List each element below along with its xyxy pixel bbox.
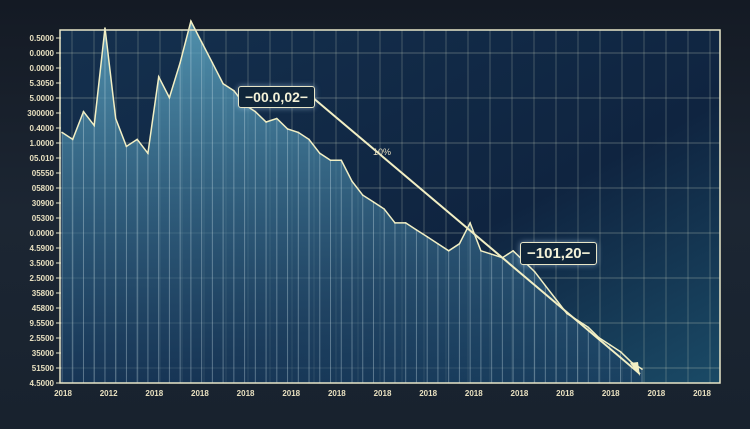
y-tick-label: 30900 — [32, 199, 55, 208]
data-point — [61, 131, 63, 134]
y-tick-label: 0.0000 — [30, 64, 55, 73]
data-point — [437, 243, 439, 245]
x-axis: 2018 2012 2018 2018 2018 2018 2018 2018 2018 2018… — [54, 389, 711, 398]
data-point — [361, 194, 364, 196]
y-tick-label: 5.0000 — [30, 94, 55, 103]
data-point — [533, 270, 536, 273]
y-tick-label: 05300 — [32, 214, 55, 223]
data-point — [104, 27, 106, 29]
data-point — [265, 121, 267, 123]
data-point — [469, 222, 471, 224]
y-tick-label: 2.5000 — [30, 274, 55, 283]
data-point — [276, 117, 278, 120]
y-tick-label: 45800 — [32, 304, 55, 313]
x-tick-label: 2018 — [465, 389, 483, 398]
data-point — [114, 117, 117, 120]
y-tick-label: 4.5900 — [30, 244, 55, 253]
data-point — [136, 138, 138, 141]
data-point — [458, 243, 461, 245]
y-tick-label: 05800 — [32, 184, 55, 193]
series-area — [61, 19, 643, 383]
data-point — [394, 222, 396, 224]
data-point — [447, 249, 450, 252]
data-point — [297, 131, 300, 134]
data-point — [404, 222, 407, 224]
data-point — [190, 20, 192, 22]
x-tick-label: 2018 — [328, 389, 346, 398]
data-point — [340, 159, 343, 162]
data-point — [383, 208, 386, 210]
y-tick-label: 2.5500 — [30, 334, 55, 343]
x-tick-label: 2018 — [145, 389, 163, 398]
data-point — [200, 41, 203, 43]
data-point — [426, 236, 428, 238]
data-point — [329, 159, 332, 162]
y-tick-label: 9.5500 — [30, 319, 55, 328]
x-tick-label: 2018 — [191, 389, 209, 398]
x-tick-label: 2018 — [419, 389, 437, 398]
data-point — [179, 62, 181, 64]
y-tick-label: 4.5000 — [30, 379, 55, 388]
data-point — [157, 75, 160, 78]
data-point — [82, 110, 85, 113]
x-tick-label: 2018 — [556, 389, 574, 398]
data-point — [630, 361, 633, 363]
data-point — [608, 343, 611, 346]
y-tick-label: 05.010 — [30, 154, 55, 163]
data-point — [555, 298, 557, 301]
trend-arrow — [311, 96, 641, 375]
data-point — [308, 138, 310, 141]
y-tick-label: 0.5000 — [30, 34, 55, 43]
y-tick-label: 300000 — [27, 109, 54, 118]
data-point — [480, 249, 482, 252]
data-point — [93, 124, 96, 127]
x-tick-label: 2018 — [602, 389, 620, 398]
data-point — [544, 284, 547, 287]
y-tick-label: 0.4000 — [30, 124, 55, 133]
y-tick-label: 5.3050 — [30, 79, 55, 88]
data-point — [211, 62, 214, 64]
data-point — [222, 82, 224, 85]
y-axis: 0.5000 0.0000 0.0000 5.3050 5.0000 300000 0.40… — [27, 34, 61, 388]
data-point — [318, 152, 321, 155]
x-tick-label: 2018 — [54, 389, 72, 398]
data-point — [490, 253, 493, 256]
y-tick-label: 3.5000 — [30, 259, 55, 268]
x-tick-label: 2018 — [374, 389, 392, 398]
data-point — [254, 110, 257, 113]
y-tick-label: 35000 — [32, 349, 55, 358]
x-tick-label: 2018 — [647, 389, 665, 398]
y-tick-label: 0.0000 — [30, 49, 55, 58]
data-point — [512, 249, 514, 252]
y-tick-label: 51500 — [32, 364, 55, 373]
data-point — [372, 201, 375, 203]
data-point — [641, 368, 643, 370]
x-tick-label: 2012 — [100, 389, 118, 398]
data-point — [619, 350, 622, 353]
data-point — [125, 145, 128, 148]
arrow-head — [630, 362, 640, 376]
data-point — [587, 326, 590, 329]
annotation-box-2: −101,20− — [520, 242, 598, 265]
y-tick-label: 35800 — [32, 289, 55, 298]
x-tick-label: 2018 — [693, 389, 711, 398]
annotation-percent: 10% — [373, 147, 392, 157]
data-point — [415, 229, 418, 231]
data-point — [147, 152, 149, 155]
x-tick-label: 2018 — [282, 389, 300, 398]
annotation-box-1: −00.0,02− — [238, 86, 316, 108]
y-tick-label: 05550 — [32, 169, 55, 178]
y-tick-label: 0.0000 — [30, 229, 55, 238]
area-fill — [62, 21, 642, 383]
x-tick-label: 2018 — [237, 389, 255, 398]
x-tick-label: 2018 — [511, 389, 529, 398]
data-point — [168, 96, 171, 99]
data-point — [71, 138, 74, 141]
data-point — [233, 89, 235, 92]
data-point — [286, 128, 289, 130]
y-tick-label: 1.0000 — [30, 139, 55, 148]
data-point — [351, 180, 353, 182]
